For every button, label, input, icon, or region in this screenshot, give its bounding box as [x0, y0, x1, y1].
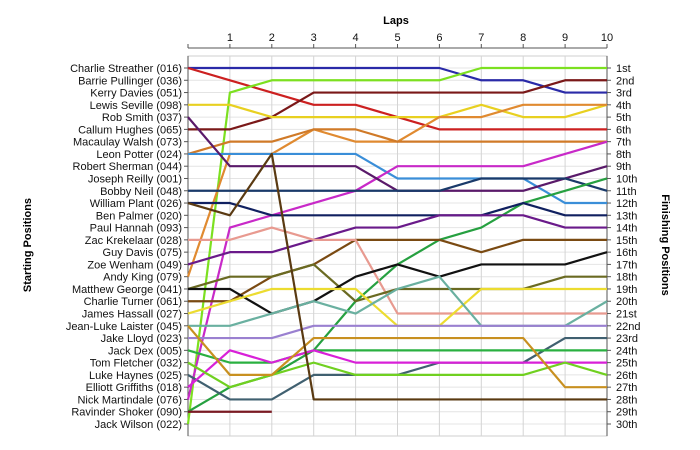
start-position-label: James Hassall (027) — [82, 309, 182, 321]
start-position-label: Joseph Reilly (001) — [88, 173, 182, 185]
start-position-label: Paul Hannah (093) — [90, 223, 182, 235]
finish-position-label: 4th — [616, 100, 631, 112]
finish-position-label: 22nd — [616, 321, 640, 333]
finish-position-label: 1st — [616, 63, 631, 75]
finish-position-label: 9th — [616, 161, 631, 173]
start-position-label: Charlie Turner (061) — [84, 296, 182, 308]
series-line-1 — [188, 66, 607, 94]
start-position-label: Callum Hughes (065) — [78, 124, 182, 136]
x-tick-label: 6 — [436, 32, 442, 44]
start-position-label: Lewis Seville (098) — [90, 100, 182, 112]
finish-position-label: 11th — [616, 186, 637, 198]
finish-position-label: 7th — [616, 137, 631, 149]
finish-labels: 1st2nd3rd4th5th6th7th8th9th10th11th12th1… — [616, 63, 640, 431]
series-line-16 — [188, 226, 607, 315]
start-position-label: Leon Potter (024) — [96, 149, 182, 161]
x-tick-label: 7 — [478, 32, 484, 44]
start-position-label: Jack Dex (005) — [108, 345, 182, 357]
finish-position-label: 13th — [616, 210, 637, 222]
series-line-11 — [188, 177, 608, 192]
finish-position-label: 6th — [616, 124, 631, 136]
x-tick-label: 4 — [353, 32, 359, 44]
series-line-27 — [187, 152, 607, 401]
right-axis-title: Finishing Positions — [659, 194, 671, 295]
finish-position-label: 10th — [616, 173, 637, 185]
series-line-7 — [187, 128, 607, 155]
finish-position-label: 29th — [616, 407, 637, 419]
start-position-label: Jack Wilson (022) — [95, 419, 182, 431]
x-tick-label: 5 — [394, 32, 400, 44]
x-tick-label: 3 — [311, 32, 317, 44]
x-tick-label: 8 — [520, 32, 526, 44]
start-position-label: Elliott Griffiths (018) — [86, 382, 182, 394]
finish-position-label: 30th — [616, 419, 637, 431]
finish-position-label: 8th — [616, 149, 631, 161]
start-position-label: Ravinder Shoker (090) — [71, 407, 182, 419]
start-position-label: Nick Martindale (076) — [77, 394, 182, 406]
start-position-label: Macaulay Walsh (073) — [73, 137, 182, 149]
series-lines — [186, 66, 608, 425]
x-tick-label: 10 — [601, 32, 613, 44]
start-position-label: Jean-Luke Laister (045) — [66, 321, 182, 333]
start-position-label: Zoe Wenham (049) — [87, 259, 182, 271]
start-position-label: Jake Lloyd (023) — [101, 333, 182, 345]
finish-position-label: 28th — [616, 394, 637, 406]
series-line-9 — [186, 140, 608, 400]
start-position-label: Ben Palmer (020) — [96, 210, 182, 222]
finish-position-label: 16th — [616, 247, 637, 259]
x-tick-label: 2 — [269, 32, 275, 44]
start-position-label: Robert Sherman (044) — [73, 161, 182, 173]
finish-position-label: 27th — [616, 382, 637, 394]
finish-position-label: 2nd — [616, 75, 634, 87]
series-line-3 — [186, 66, 607, 425]
start-position-label: Matthew George (041) — [72, 284, 182, 296]
x-tick-label: 9 — [562, 32, 568, 44]
start-position-label: Tom Fletcher (032) — [90, 358, 182, 370]
start-position-label: Luke Haynes (025) — [89, 370, 182, 382]
finish-position-label: 3rd — [616, 88, 632, 100]
finish-position-label: 15th — [616, 235, 637, 247]
start-position-label: Barrie Pullinger (036) — [78, 75, 182, 87]
start-position-label: Zac Krekelaar (028) — [85, 235, 182, 247]
finish-position-label: 20th — [616, 296, 637, 308]
series-line-26 — [187, 325, 607, 389]
x-ticks: 1 2 3 4 5 6 7 8 9 10 — [227, 32, 613, 44]
series-line-4 — [188, 79, 607, 131]
series-line-15 — [188, 238, 607, 303]
series-line-14 — [187, 214, 607, 266]
start-position-label: Andy King (079) — [103, 272, 182, 284]
finish-position-label: 18th — [616, 272, 637, 284]
start-position-label: Charlie Streather (016) — [70, 63, 182, 75]
finish-position-label: 12th — [616, 198, 637, 210]
series-line-23 — [187, 349, 607, 364]
series-line-5 — [188, 103, 608, 119]
finish-position-label: 21st — [616, 309, 637, 321]
x-axis-title: Laps — [383, 15, 409, 27]
series-line-24 — [187, 349, 607, 388]
finish-position-label: 25th — [616, 358, 637, 370]
series-line-18 — [188, 251, 608, 315]
finish-position-label: 14th — [616, 223, 637, 235]
start-position-label: Rob Smith (037) — [102, 112, 182, 124]
finish-position-label: 23rd — [616, 333, 638, 345]
finish-position-label: 19th — [616, 284, 637, 296]
start-position-label: Bobby Neil (048) — [100, 186, 182, 198]
finish-position-label: 5th — [616, 112, 631, 124]
x-tick-label: 1 — [227, 32, 233, 44]
start-labels: Charlie Streather (016)Barrie Pullinger … — [66, 63, 182, 431]
finish-position-label: 24th — [616, 345, 637, 357]
series-line-25 — [187, 361, 608, 389]
start-position-label: Kerry Davies (051) — [90, 88, 182, 100]
finish-position-label: 26th — [616, 370, 637, 382]
series-line-21 — [188, 324, 607, 340]
finish-position-label: 17th — [616, 259, 637, 271]
series-line-13 — [188, 201, 607, 217]
start-position-label: Guy Davis (075) — [103, 247, 182, 259]
start-position-label: William Plant (026) — [90, 198, 182, 210]
left-axis-title: Starting Positions — [22, 198, 34, 292]
